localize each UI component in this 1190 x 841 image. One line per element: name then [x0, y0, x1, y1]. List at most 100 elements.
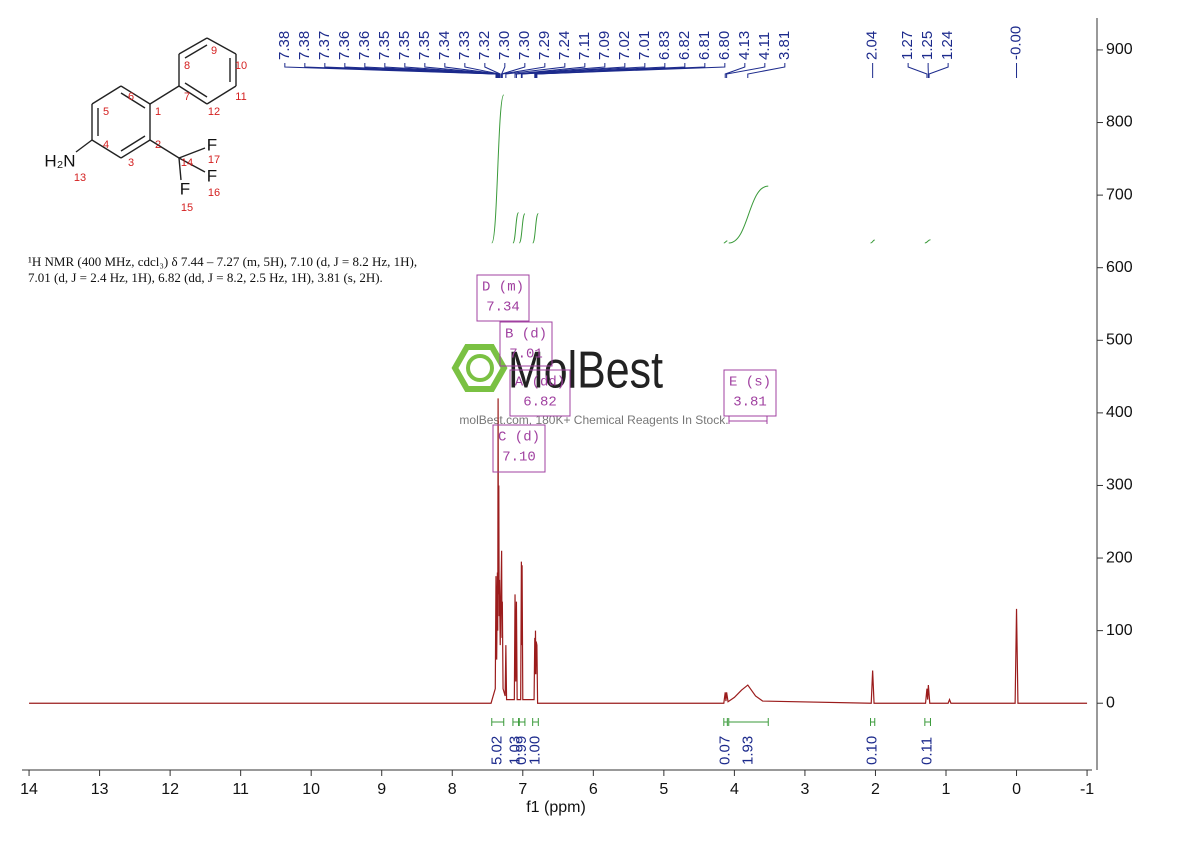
x-tick-label: 1 [942, 781, 951, 798]
watermark-brand: MolBest [508, 342, 663, 400]
peak-label: 7.30 [516, 31, 533, 60]
multiplet-shift: 6.82 [523, 395, 557, 411]
multiplet-label: E (s) [729, 375, 771, 391]
multiplet-label: B (d) [505, 327, 547, 343]
peak-label: 7.36 [336, 31, 353, 60]
peak-leader [364, 63, 498, 78]
peak-leader [514, 63, 586, 78]
peak-label: 2.04 [864, 31, 881, 60]
integral-bracket [518, 718, 526, 726]
peak-leader [536, 63, 726, 78]
x-tick-label: 3 [800, 781, 809, 798]
atom-label: F [180, 179, 190, 198]
peak-label: 6.81 [696, 31, 713, 60]
y-tick-label: 800 [1106, 114, 1133, 131]
integral-curve [512, 212, 520, 244]
x-tick-label: 12 [161, 781, 179, 798]
peak-label: 3.81 [776, 31, 793, 60]
peak-label: 7.34 [436, 31, 453, 60]
peak-leader [444, 63, 500, 78]
multiplet-box [723, 369, 777, 417]
peak-label: 7.24 [556, 31, 573, 60]
multiplet-box [509, 369, 571, 417]
y-tick-label: 200 [1106, 549, 1133, 566]
peak-label: 7.09 [596, 31, 613, 60]
x-tick-label: 11 [232, 781, 249, 798]
multiplet-shift: 3.81 [733, 395, 767, 411]
atom-number: 14 [181, 157, 193, 169]
multiplet-label: D (m) [482, 280, 524, 296]
description: ¹H NMR (400 MHz, cdcl₃) δ 7.44 – 7.27 (m… [28, 254, 418, 285]
peak-leader [501, 63, 526, 78]
peak-label: 7.02 [616, 31, 633, 60]
peak-leader [484, 63, 501, 78]
multiplet-bracket [728, 416, 768, 424]
integral-bracket [491, 718, 505, 726]
y-tick-label: 100 [1106, 622, 1133, 639]
integral-label: 0.99 [513, 736, 530, 765]
peak-leader [520, 63, 626, 78]
peak-label: 7.33 [456, 31, 473, 60]
peak-label: 7.35 [416, 31, 433, 60]
x-tick-label: 13 [91, 781, 109, 798]
y-tick-label: 500 [1106, 332, 1133, 349]
y-tick-label: 0 [1106, 694, 1115, 711]
peak-label: 1.25 [919, 31, 936, 60]
integral-curve [518, 213, 526, 244]
watermark-logo [451, 344, 508, 392]
x-tick-label: 8 [448, 781, 457, 798]
atom-number: 15 [181, 202, 193, 214]
x-tick-label: -1 [1080, 781, 1094, 798]
integral-label: 1.03 [507, 736, 524, 765]
x-tick-label: 14 [20, 781, 38, 798]
peak-leader [424, 63, 499, 78]
peak-label: 4.11 [756, 32, 773, 60]
peak-label: 1.24 [939, 31, 956, 60]
peak-leader [521, 63, 646, 78]
peak-leader [515, 63, 606, 78]
integral-curve [723, 240, 728, 244]
atom-number: 11 [235, 91, 246, 103]
peak-label: 7.36 [356, 31, 373, 60]
x-tick-label: 10 [302, 781, 320, 798]
watermark: MolBest molBest.com, 180K+ Chemical Reag… [451, 342, 729, 427]
integral-curve [532, 213, 539, 244]
integral-bracket [728, 718, 769, 726]
peak-label: 7.38 [296, 31, 313, 60]
integral-bracket [723, 718, 728, 726]
integral-curve [728, 185, 769, 244]
integral-curve [870, 239, 875, 244]
integral-bracket [532, 718, 539, 726]
atom-number: 7 [184, 91, 190, 103]
multiplet-box [492, 424, 546, 473]
atom-number: 6 [128, 91, 134, 103]
x-tick-label: 5 [659, 781, 668, 798]
peak-leader [464, 63, 501, 78]
x-tick-label: 2 [871, 781, 880, 798]
multiplet-label: A (dd) [515, 375, 565, 391]
peak-leader [907, 63, 928, 78]
multiplet-label: C (d) [498, 430, 540, 446]
y-tick-label: 600 [1106, 259, 1133, 276]
atom-label: H₂N [44, 151, 75, 170]
atom-number: 13 [74, 172, 86, 184]
peak-leader [724, 63, 746, 78]
peak-label: 7.32 [476, 31, 493, 60]
x-tick-label: 6 [589, 781, 598, 798]
multiplet-shift: 7.34 [486, 300, 520, 316]
integral-label: 0.10 [864, 736, 881, 765]
x-tick-label: 4 [730, 781, 739, 798]
peak-leader [747, 63, 786, 78]
peak-leader [928, 63, 949, 78]
peak-label: 7.38 [276, 31, 293, 60]
integral-label: 1.00 [526, 736, 543, 765]
y-tick-label: 300 [1106, 477, 1133, 494]
integral-bracket [924, 718, 931, 726]
peak-label: 7.11 [576, 32, 593, 60]
atom-number: 17 [208, 154, 220, 166]
atom-number: 5 [103, 106, 109, 118]
atom-number: 10 [235, 60, 247, 72]
multiplet-box [476, 274, 530, 322]
integral-bracket [870, 718, 876, 726]
